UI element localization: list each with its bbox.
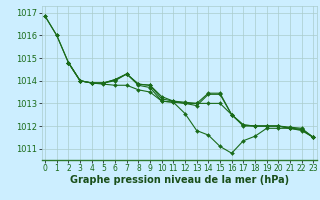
X-axis label: Graphe pression niveau de la mer (hPa): Graphe pression niveau de la mer (hPa)	[70, 175, 289, 185]
